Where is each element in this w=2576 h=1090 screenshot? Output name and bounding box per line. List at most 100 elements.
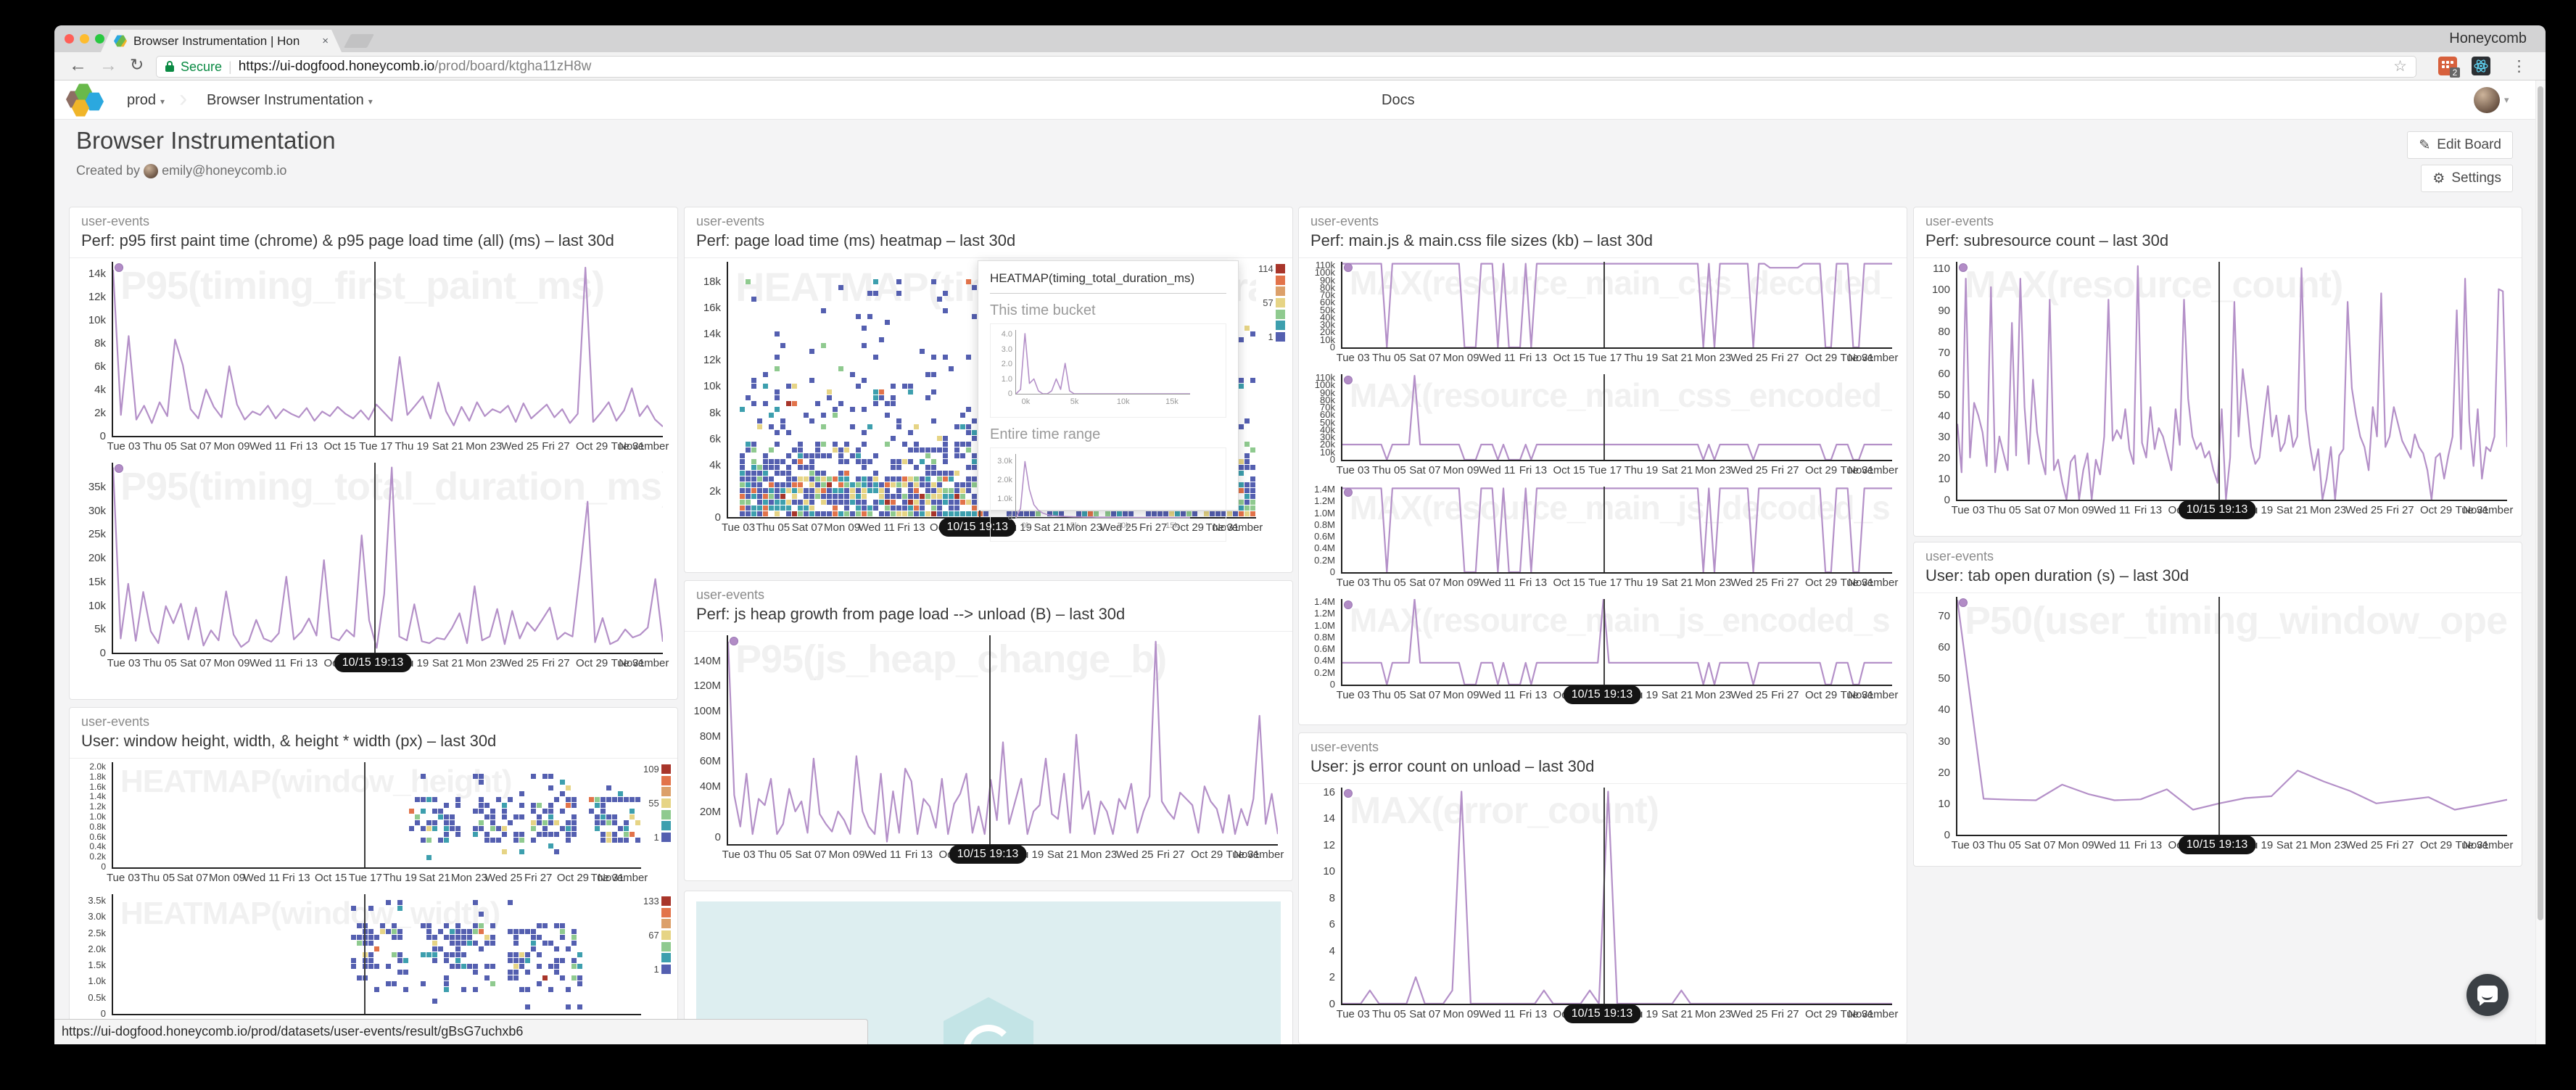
- y-axis-tick: 80k: [1320, 394, 1335, 405]
- y-axis-tick: 0.8k: [89, 821, 106, 832]
- x-axis-tick: Fri 27: [524, 872, 553, 884]
- url-bar[interactable]: Secure | https://ui-dogfood.honeycomb.io…: [156, 56, 2416, 78]
- chart-plot[interactable]: MAX(resource_main_css_decoded_s: [1341, 262, 1892, 349]
- minimize-window-button[interactable]: [80, 34, 89, 44]
- y-axis-tick: 1.4M: [1314, 596, 1335, 608]
- series-start-dot: [115, 464, 123, 473]
- mini-y-tick: 3.0: [1001, 344, 1012, 354]
- panel-title[interactable]: User: window height, width, & height * w…: [81, 732, 497, 750]
- x-axis-tick: Tue 31: [2455, 504, 2489, 516]
- x-axis-tick: Sat 07: [2024, 839, 2056, 851]
- panel-dataset-label[interactable]: user-events: [1925, 214, 1994, 228]
- y-axis-tick: 12k: [703, 354, 721, 367]
- chrome-profile-name[interactable]: Honeycomb: [2449, 30, 2527, 46]
- dashboard-panel-window-hw: user-events User: window height, width, &…: [69, 707, 678, 1044]
- panel-title[interactable]: Perf: subresource count – last 30d: [1925, 231, 2169, 249]
- panel-title[interactable]: User: js error count on unload – last 30…: [1310, 757, 1595, 775]
- chart-plot[interactable]: MAX(resource_main_js_encoded_s: [1341, 599, 1892, 686]
- series-start-dot: [1344, 789, 1353, 798]
- react-devtools-icon[interactable]: [2472, 57, 2490, 75]
- x-axis-tick: Sat 21: [432, 440, 464, 453]
- y-axis-tick: 12: [1323, 838, 1335, 851]
- y-axis-tick: 30: [1938, 735, 1950, 748]
- chart-plot[interactable]: HEATMAP(window_width): [112, 894, 641, 1015]
- y-axis-tick: 2: [1329, 971, 1335, 984]
- chart-plot[interactable]: P95(timing_total_duration_ms): [112, 463, 663, 654]
- browser-toolbar: ← → ↻ Secure | https://ui-dogfood.honeyc…: [54, 52, 2546, 80]
- account-chevron-down-icon[interactable]: ▾: [2504, 94, 2509, 105]
- x-axis-tick: Mon 09: [2057, 839, 2094, 851]
- y-axis-tick: 30k: [88, 504, 106, 517]
- time-cursor-line: [374, 463, 376, 653]
- panel-dataset-label[interactable]: user-events: [1925, 549, 1994, 563]
- legend-swatch: [1275, 310, 1285, 319]
- x-axis-tick: Tue 31: [1840, 577, 1874, 589]
- panel-dataset-label[interactable]: user-events: [696, 214, 765, 228]
- chart-plot[interactable]: MAX(resource_main_css_encoded_s: [1341, 374, 1892, 461]
- x-axis-tick: Thu 05: [1986, 504, 2021, 516]
- settings-button[interactable]: ⚙ Settings: [2421, 165, 2513, 192]
- docs-link[interactable]: Docs: [1382, 92, 1415, 108]
- tab-close-icon[interactable]: ×: [322, 35, 329, 47]
- bookmark-star-icon[interactable]: ☆: [2393, 58, 2407, 75]
- y-axis-tick: 50k: [1320, 304, 1335, 315]
- refresh-icon[interactable]: ↻: [130, 55, 144, 74]
- chart-plot[interactable]: P50(user_timing_window_open_du: [1956, 597, 2507, 836]
- legend-row: 55: [643, 798, 671, 809]
- scrollbar-thumb[interactable]: [2538, 86, 2543, 920]
- x-axis-tick: Fri 27: [1771, 352, 1799, 364]
- chart-plot[interactable]: HEATMAP(window_height): [112, 762, 641, 869]
- forward-icon[interactable]: →: [99, 55, 117, 75]
- panel-dataset-label[interactable]: user-events: [81, 714, 150, 729]
- panel-title[interactable]: Perf: main.js & main.css file sizes (kb)…: [1310, 231, 1653, 249]
- browser-tab[interactable]: Browser Instrumentation | Hon ×: [101, 30, 342, 52]
- extension-grid-icon[interactable]: 2: [2438, 57, 2460, 78]
- zoom-window-button[interactable]: [95, 34, 104, 44]
- edit-board-button[interactable]: ✎ Edit Board: [2407, 131, 2513, 159]
- gear-icon: ⚙: [2432, 170, 2445, 186]
- y-axis-tick: 0: [100, 1008, 106, 1019]
- back-icon[interactable]: ←: [69, 55, 87, 75]
- chart-plot[interactable]: MAX(error_count): [1341, 788, 1892, 1005]
- chart-plot[interactable]: P95(timing_first_paint_ms): [112, 262, 663, 437]
- legend-row: 57: [1258, 297, 1285, 308]
- legend-swatch: [1275, 298, 1285, 307]
- y-axis-tick: 10: [1938, 797, 1950, 810]
- y-axis-tick: 4k: [94, 384, 106, 396]
- y-axis-tick: 14k: [88, 268, 106, 280]
- env-dropdown[interactable]: prod ▾: [127, 92, 165, 108]
- dashboard-panel-subresource: user-events Perf: subresource count – las…: [1913, 207, 2522, 537]
- panel-title[interactable]: User: tab open duration (s) – last 30d: [1925, 566, 2189, 585]
- x-axis-tick: Mon 23: [466, 440, 503, 453]
- heatmap-legend: 114 57 1: [1258, 263, 1285, 344]
- mini-x-tick: 10k: [1116, 521, 1130, 530]
- x-axis-tick: Wed 11: [864, 849, 901, 861]
- y-axis-tick: 60: [1938, 641, 1950, 654]
- mini-y-tick: 4.0: [1001, 330, 1012, 339]
- chart-plot[interactable]: MAX(resource_main_js_decoded_s: [1341, 487, 1892, 574]
- y-axis-tick: 80M: [699, 730, 721, 743]
- chart-plot[interactable]: P95(js_heap_change_b): [727, 635, 1278, 846]
- url-text[interactable]: https://ui-dogfood.honeycomb.io/prod/boa…: [239, 59, 592, 75]
- panel-title[interactable]: Perf: js heap growth from page load --> …: [696, 605, 1126, 623]
- user-avatar[interactable]: [2474, 87, 2500, 113]
- board-dropdown[interactable]: Browser Instrumentation ▾: [207, 92, 373, 108]
- intercom-chat-button[interactable]: [2466, 974, 2509, 1016]
- chart-plot[interactable]: MAX(resource_count): [1956, 262, 2507, 501]
- panel-title[interactable]: Perf: p95 first paint time (chrome) & p9…: [81, 231, 614, 249]
- y-axis-tick: 0: [99, 430, 106, 442]
- browser-menu-icon[interactable]: ⋮: [2511, 58, 2527, 75]
- panel-dataset-label[interactable]: user-events: [1310, 740, 1379, 754]
- page-scrollbar[interactable]: [2535, 80, 2546, 1044]
- x-axis-tick: Sat 07: [791, 521, 824, 534]
- chart: 110 100 90 80 70 60 50 40 30 20 10 0 MAX(resource_co…: [1914, 262, 2522, 523]
- close-window-button[interactable]: [65, 34, 74, 44]
- panel-dataset-label[interactable]: user-events: [1310, 214, 1379, 228]
- panel-dataset-label[interactable]: user-events: [81, 214, 150, 228]
- honeycomb-dogfood-logo[interactable]: [66, 83, 104, 117]
- panel-title[interactable]: Perf: page load time (ms) heatmap – last…: [696, 231, 1016, 249]
- panel-dataset-label[interactable]: user-events: [696, 587, 765, 602]
- x-axis-tick: Sat 21: [418, 872, 450, 884]
